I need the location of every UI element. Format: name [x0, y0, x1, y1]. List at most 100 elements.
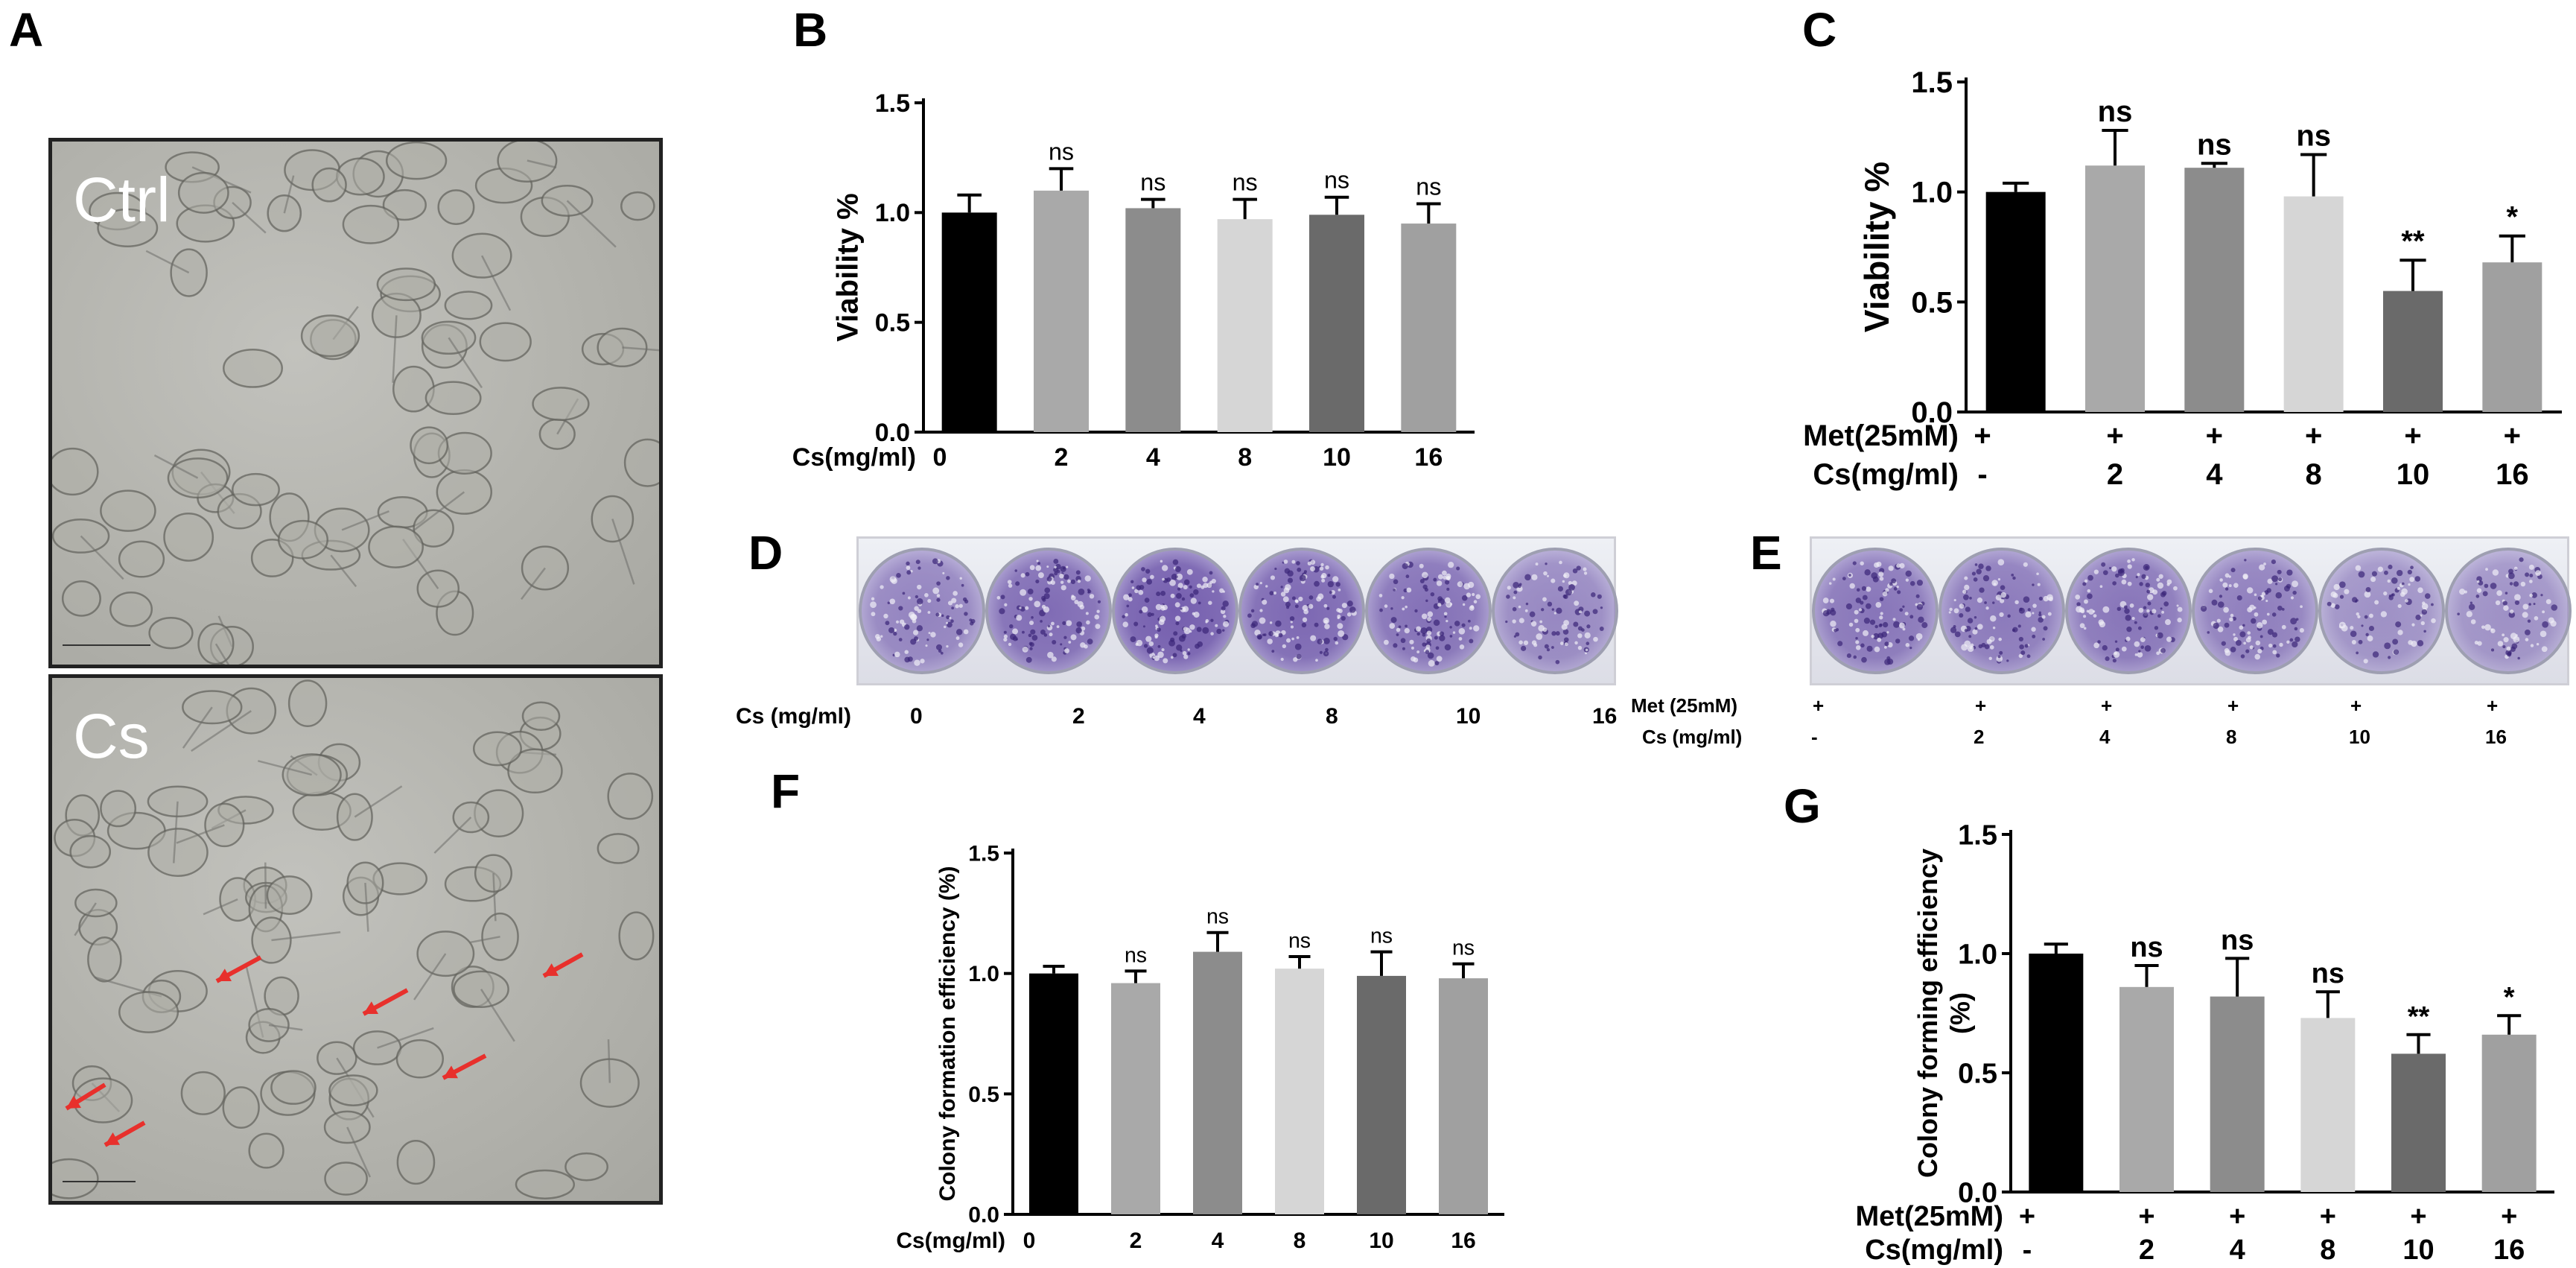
colony-spots	[1948, 559, 2053, 664]
cell	[515, 1169, 576, 1199]
cell	[317, 1041, 357, 1075]
plate-e	[1810, 536, 2572, 685]
plate-e-row1-label: +	[2101, 694, 2113, 717]
plate-d-row-title: Cs (mg/ml)	[736, 704, 852, 729]
micrograph-label-cs: Cs	[73, 701, 150, 771]
red-arrow	[65, 1082, 106, 1111]
plate-well	[1238, 548, 1365, 674]
cell-process	[448, 337, 483, 389]
cell-process	[611, 519, 635, 585]
category-label: 10	[2397, 458, 2430, 491]
cell	[148, 616, 194, 650]
cell	[147, 828, 209, 877]
cell	[385, 142, 448, 180]
cell	[368, 525, 424, 568]
cell	[100, 489, 156, 532]
cell-process	[377, 1027, 434, 1049]
cell	[382, 188, 427, 221]
cell	[177, 171, 229, 214]
bar	[2383, 291, 2443, 412]
significance-label: ns	[1452, 936, 1475, 960]
panel-letter-f: F	[771, 764, 801, 818]
category-label: 16	[1414, 443, 1443, 472]
plate-well	[2065, 548, 2192, 674]
panel-letter-c: C	[1802, 3, 1837, 57]
cell-process	[271, 931, 341, 942]
y-axis-label: Colony formation efficiency (%)	[935, 866, 960, 1201]
y-tick-label: 0.5	[1958, 1058, 1997, 1089]
cell-process	[413, 491, 465, 532]
cell	[395, 1039, 445, 1079]
colony-spots	[1505, 560, 1604, 665]
plate-well	[2192, 548, 2318, 674]
category-label: -	[1977, 458, 1987, 491]
plate-well	[1112, 548, 1238, 674]
bar	[1029, 973, 1078, 1214]
plate-e-row2-title: Cs (mg/ml)	[1642, 726, 1743, 748]
bar	[1125, 208, 1181, 432]
significance-label: ns	[1206, 905, 1229, 929]
row-label: Cs(mg/ml)	[896, 1229, 1005, 1253]
cell	[444, 291, 493, 320]
red-arrow	[442, 1053, 487, 1080]
cell-process	[341, 510, 389, 531]
cell	[481, 912, 519, 961]
category-label: +	[2019, 1201, 2035, 1232]
plate-d-label: 10	[1456, 704, 1481, 729]
colony-spots	[996, 559, 1101, 663]
cell	[87, 936, 122, 983]
colony-spots	[2327, 564, 2436, 664]
category-label: +	[2501, 1201, 2517, 1232]
category-label: 0	[933, 443, 947, 472]
cell	[270, 1070, 317, 1105]
cell-process	[354, 785, 403, 818]
cell	[300, 314, 360, 358]
category-label: +	[2404, 419, 2421, 452]
cell	[324, 1161, 368, 1196]
category-label: 10	[1369, 1229, 1393, 1253]
bar	[1034, 190, 1089, 432]
cell	[266, 875, 313, 915]
category-label: +	[2106, 419, 2123, 452]
cell	[248, 1132, 284, 1169]
red-arrow	[542, 952, 584, 978]
cell-process	[622, 346, 659, 352]
bar	[1217, 219, 1273, 432]
plate-well	[2445, 548, 2572, 674]
cell	[311, 167, 347, 203]
cell-process	[176, 824, 225, 844]
plate-d-label: 0	[910, 704, 923, 729]
plate-well	[1812, 548, 1939, 674]
bar	[1439, 978, 1488, 1214]
y-tick-label: 1.0	[968, 962, 999, 986]
y-tick-label: 1.5	[1958, 820, 1997, 851]
cell-process	[191, 710, 252, 752]
cell	[197, 623, 235, 665]
cell	[620, 191, 655, 221]
colony-spots	[870, 558, 976, 666]
significance-label: ns	[2130, 932, 2163, 963]
y-tick-label: 0.5	[1911, 286, 1953, 319]
cell	[424, 381, 482, 415]
panel-letter-a: A	[9, 3, 44, 57]
cell	[69, 834, 112, 869]
bar	[2184, 168, 2245, 412]
cell	[100, 790, 137, 828]
bar	[1275, 969, 1324, 1214]
category-label: 2	[2139, 1234, 2154, 1266]
cell	[472, 731, 522, 767]
category-label: 10	[1323, 443, 1351, 472]
cell-process	[607, 1039, 611, 1083]
y-axis-label-2: (%)	[1944, 992, 1975, 1034]
cell	[61, 580, 101, 617]
plate-d-label: 2	[1072, 704, 1085, 729]
y-tick-label: 1.5	[1911, 66, 1953, 99]
red-arrow	[215, 955, 262, 983]
category-label: +	[2410, 1201, 2426, 1232]
plate-e-row1-label: +	[1813, 694, 1825, 717]
significance-label: ns	[1049, 138, 1074, 165]
cell-process	[283, 175, 295, 214]
plate-well	[2318, 548, 2445, 674]
significance-label: ns	[1324, 167, 1349, 194]
